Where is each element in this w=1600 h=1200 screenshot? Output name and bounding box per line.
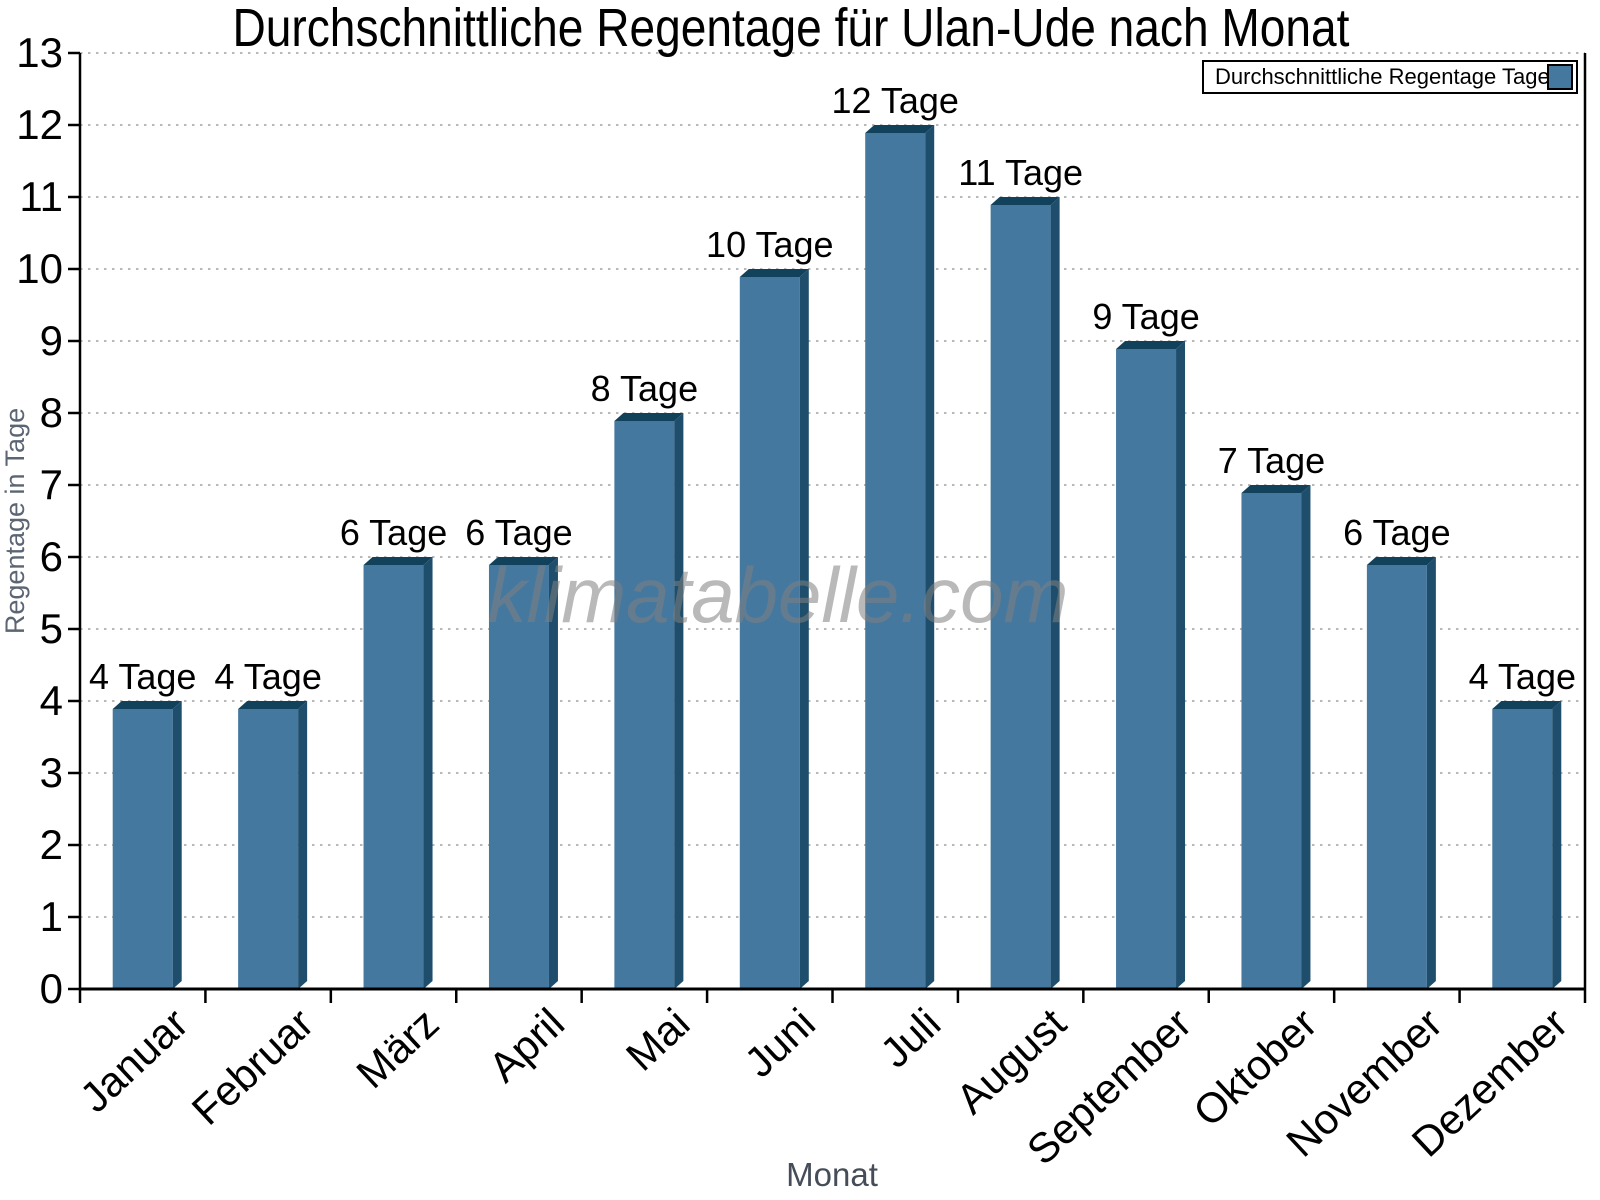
x-tick-label: März — [347, 999, 447, 1097]
watermark: klimatabelle.com — [488, 551, 1069, 639]
bar-side-face — [1301, 485, 1311, 989]
y-tick-label: 7 — [40, 461, 63, 508]
bar-mai — [614, 413, 684, 989]
bar-april — [488, 557, 558, 989]
bar-face — [990, 205, 1051, 989]
y-tick-label: 1 — [40, 893, 63, 940]
bar-value-label: 7 Tage — [1218, 440, 1325, 481]
bar-face — [488, 565, 549, 989]
legend-swatch-icon — [1547, 64, 1573, 90]
y-tick-label: 6 — [40, 533, 63, 580]
legend: Durchschnittliche Regentage Tage — [1202, 60, 1578, 94]
x-tick-label: April — [480, 999, 574, 1091]
y-tick-label: 12 — [16, 101, 63, 148]
x-tick-label: Juli — [871, 999, 949, 1076]
bar-face — [1366, 565, 1427, 989]
y-tick-label: 5 — [40, 605, 63, 652]
bar-maerz — [363, 557, 433, 989]
bar-oktober — [1241, 485, 1311, 989]
bar-juni — [739, 269, 809, 989]
bar-top-face — [363, 557, 433, 565]
bar-top-face — [1116, 341, 1186, 349]
bar-top-face — [112, 701, 182, 709]
bar-side-face — [1552, 701, 1562, 989]
y-tick-label: 9 — [40, 317, 63, 364]
bar-value-label: 12 Tage — [831, 80, 958, 121]
bar-side-face — [799, 269, 809, 989]
legend-label: Durchschnittliche Regentage Tage — [1215, 64, 1550, 89]
bar-face — [112, 709, 173, 989]
chart-title: Durchschnittliche Regentage für Ulan-Ude… — [233, 0, 1350, 58]
bar-februar — [238, 701, 308, 989]
bar-face — [614, 421, 675, 989]
bar-top-face — [990, 197, 1060, 205]
bar-side-face — [925, 125, 935, 989]
bar-top-face — [865, 125, 935, 133]
y-tick-label: 13 — [16, 29, 63, 76]
y-axis-title: Regentage in Tage — [0, 408, 30, 634]
bar-side-face — [172, 701, 182, 989]
bar-value-label: 8 Tage — [591, 368, 698, 409]
y-tick-label: 4 — [40, 677, 63, 724]
bar-face — [1241, 493, 1302, 989]
bar-face — [865, 133, 926, 989]
bar-side-face — [423, 557, 433, 989]
bar-top-face — [1366, 557, 1436, 565]
legend-box — [1202, 60, 1578, 94]
bar-januar — [112, 701, 182, 989]
bar-face — [739, 277, 800, 989]
bar-dezember — [1492, 701, 1562, 989]
bar-value-label: 6 Tage — [340, 512, 447, 553]
x-axis-title: Monat — [786, 1156, 878, 1193]
x-tick-label: Februar — [183, 999, 323, 1134]
bar-value-label: 11 Tage — [958, 152, 1083, 193]
bar-side-face — [548, 557, 558, 989]
x-tick-label: Mai — [617, 999, 699, 1080]
bar-value-label: 6 Tage — [1343, 512, 1450, 553]
bar-top-face — [1492, 701, 1562, 709]
bar-top-face — [614, 413, 684, 421]
bar-value-label: 4 Tage — [89, 656, 196, 697]
bar-side-face — [674, 413, 684, 989]
bar-top-face — [739, 269, 809, 277]
bar-value-label: 9 Tage — [1092, 296, 1199, 337]
y-tick-label: 11 — [19, 173, 63, 220]
bar-face — [363, 565, 424, 989]
bar-top-face — [1241, 485, 1311, 493]
bar-november — [1366, 557, 1436, 989]
bar-value-label: 10 Tage — [706, 224, 833, 265]
bars-layer: 4 Tage 4 Tage 6 Tage 6 Tage 8 Tage 10 Tage 12 … — [89, 80, 1576, 989]
y-tick-label: 8 — [40, 389, 63, 436]
bar-side-face — [1050, 197, 1060, 989]
bar-value-label: 6 Tage — [465, 512, 572, 553]
bar-face — [1492, 709, 1553, 989]
bar-september — [1116, 341, 1186, 989]
bar-top-face — [238, 701, 308, 709]
bar-side-face — [1426, 557, 1436, 989]
x-tick-label: Juni — [736, 999, 824, 1086]
bar-side-face — [298, 701, 308, 989]
bar-face — [1116, 349, 1177, 989]
y-tick-label: 3 — [40, 749, 63, 796]
bar-august — [990, 197, 1060, 989]
bar-side-face — [1176, 341, 1186, 989]
y-tick-label: 2 — [40, 821, 63, 868]
gridlines-layer — [80, 52, 1585, 918]
bar-top-face — [488, 557, 558, 565]
y-tick-label: 10 — [16, 245, 63, 292]
bar-juli — [865, 125, 935, 989]
bar-value-label: 4 Tage — [214, 656, 321, 697]
bar-value-label: 4 Tage — [1469, 656, 1576, 697]
bar-face — [238, 709, 299, 989]
y-tick-label: 0 — [40, 965, 63, 1012]
x-tick-label: Januar — [71, 999, 197, 1121]
